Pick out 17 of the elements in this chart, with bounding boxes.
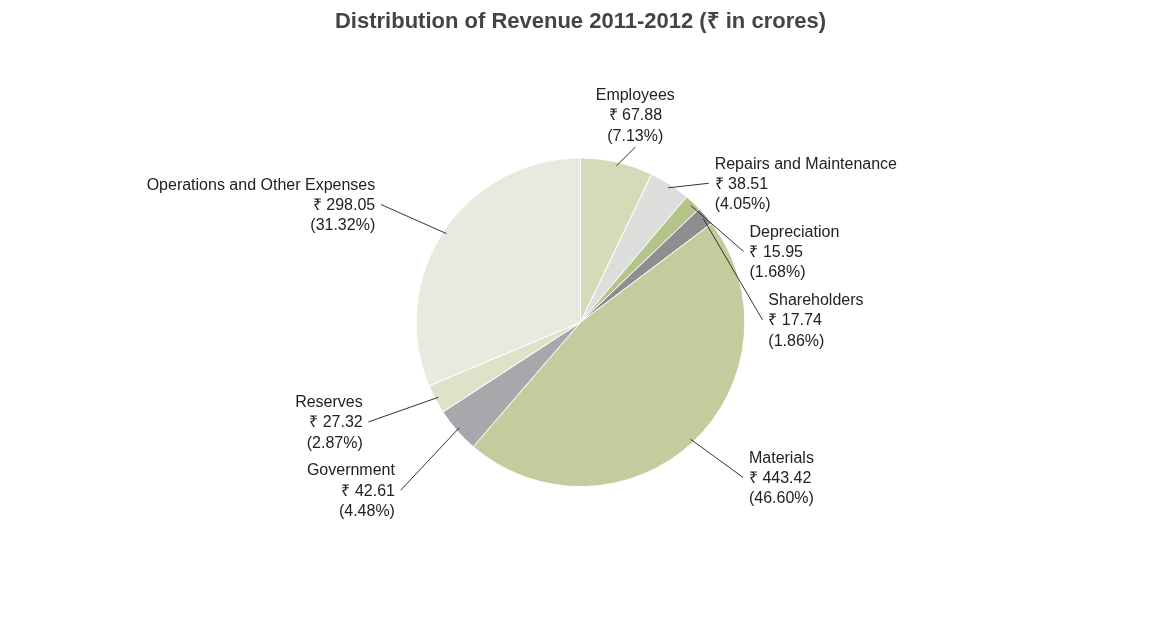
slice-label: Depreciation <box>749 222 840 240</box>
data-label: ₹ 38.51 (4.05%) <box>714 174 771 212</box>
data-label: ₹ 17.74 (1.86%) <box>768 311 825 349</box>
data-label: ₹ 27.32 (2.87%) <box>306 413 363 451</box>
slice-label: Repairs and Maintenance <box>714 154 898 172</box>
slice-label: Operations and Other Expenses <box>146 175 376 193</box>
chart-title: Distribution of Revenue 2011-2012 (₹ in crores) <box>334 7 827 33</box>
data-label: ₹ 67.88 (7.13%) <box>607 106 664 144</box>
slice-label: Shareholders <box>768 291 864 309</box>
slice-label: Employees <box>595 86 675 104</box>
slice-label: Government <box>306 461 396 479</box>
slice-label: Reserves <box>295 393 363 411</box>
data-label: ₹ 443.42 (46.60%) <box>748 468 814 507</box>
data-label: ₹ 298.05 (31.32%) <box>310 196 376 234</box>
data-label: ₹ 42.61 (4.48%) <box>338 481 396 519</box>
slice-label: Materials <box>748 448 814 466</box>
data-label: ₹ 15.95 (1.68%) <box>749 243 806 281</box>
